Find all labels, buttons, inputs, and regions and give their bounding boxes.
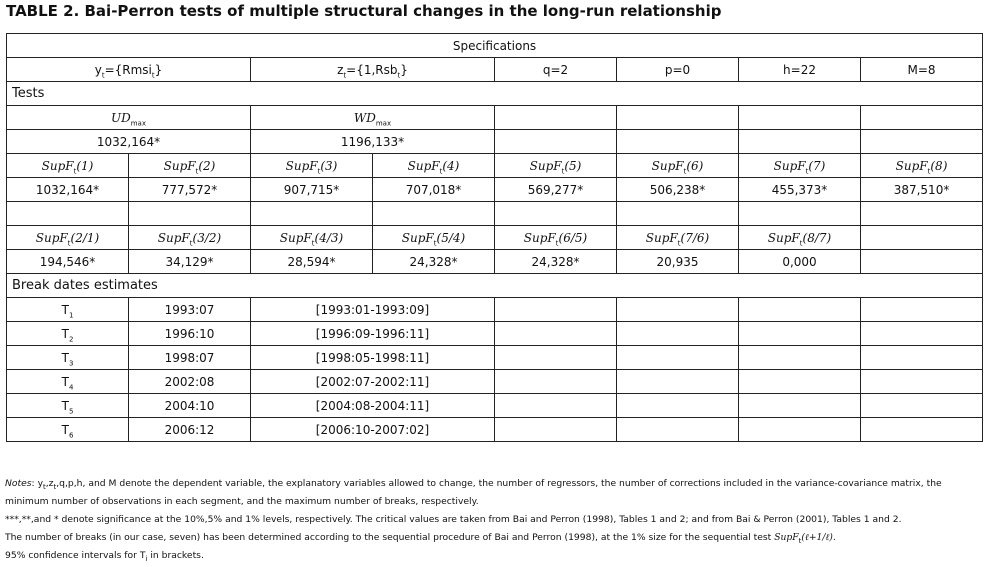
supf-label-6: SupFt(6) <box>616 153 739 178</box>
tests-header-row: Tests <box>5 81 984 106</box>
supf-value-6: 506,238* <box>616 177 739 202</box>
wd-max-label: WDmax <box>250 105 495 130</box>
seq-value-1: 194,546* <box>6 249 129 274</box>
seq-value-4: 24,328* <box>372 249 495 274</box>
udwd-value-row: 1032,164* 1196,133* <box>6 129 984 154</box>
break-label: T3 <box>6 345 129 370</box>
break-date: 2002:08 <box>128 369 251 394</box>
seq-label-row: SupFt(2/1) SupFt(3/2) SupFt(4/3) SupFt(5… <box>6 225 984 250</box>
supf-value-5: 569,277* <box>494 177 617 202</box>
break-ci: [1998:05-1998:11] <box>250 345 495 370</box>
break-row: T5 2004:10 [2004:08-2004:11] <box>6 393 984 418</box>
break-ci: [1993:01-1993:09] <box>250 297 495 322</box>
ud-max-label: UDmax <box>6 105 251 130</box>
supf-label-5: SupFt(5) <box>494 153 617 178</box>
break-date: 1998:07 <box>128 345 251 370</box>
udwd-label-row: UDmax WDmax <box>6 105 984 130</box>
supf-value-row: 1032,164* 777,572* 907,715* 707,018* 569… <box>6 177 984 202</box>
tests-header: Tests <box>5 81 984 106</box>
table-notes: Notes: yt,zt,q,p,h, and M denote the dep… <box>5 475 981 565</box>
supf-label-7: SupFt(7) <box>738 153 861 178</box>
supf-value-4: 707,018* <box>372 177 495 202</box>
supf-label-2: SupFt(2) <box>128 153 251 178</box>
supf-label-1: SupFt(1) <box>6 153 129 178</box>
specifications-row: yt={Rmsit} zt={1,Rsbt} q=2 p=0 h=22 M=8 <box>6 57 984 82</box>
break-dates-header-row: Break dates estimates <box>5 273 984 298</box>
supf-value-1: 1032,164* <box>6 177 129 202</box>
seq-label-4: SupFt(5/4) <box>372 225 495 250</box>
break-row: T4 2002:08 [2002:07-2002:11] <box>6 369 984 394</box>
spec-p: p=0 <box>616 57 739 82</box>
break-date: 2006:12 <box>128 417 251 442</box>
seq-label-3: SupFt(4/3) <box>250 225 373 250</box>
blank-row <box>6 201 984 226</box>
ud-max-value: 1032,164* <box>6 129 251 154</box>
break-label: T4 <box>6 369 129 394</box>
seq-value-6: 20,935 <box>616 249 739 274</box>
break-date: 1996:10 <box>128 321 251 346</box>
supf-label-row: SupFt(1) SupFt(2) SupFt(3) SupFt(4) SupF… <box>6 153 984 178</box>
seq-label-1: SupFt(2/1) <box>6 225 129 250</box>
supf-value-7: 455,373* <box>738 177 861 202</box>
seq-label-5: SupFt(6/5) <box>494 225 617 250</box>
seq-label-7: SupFt(8/7) <box>738 225 861 250</box>
notes-line-4: The number of breaks (in our case, seven… <box>5 532 836 545</box>
notes-line-5: 95% confidence intervals for Ti in brack… <box>5 550 204 563</box>
break-row: T1 1993:07 [1993:01-1993:09] <box>6 297 984 322</box>
break-row: T3 1998:07 [1998:05-1998:11] <box>6 345 984 370</box>
supf-label-3: SupFt(3) <box>250 153 373 178</box>
break-ci: [1996:09-1996:11] <box>250 321 495 346</box>
supf-value-3: 907,715* <box>250 177 373 202</box>
break-date: 1993:07 <box>128 297 251 322</box>
specifications-header-row: Specifications <box>5 33 984 58</box>
spec-h: h=22 <box>738 57 861 82</box>
break-label: T6 <box>6 417 129 442</box>
seq-label-6: SupFt(7/6) <box>616 225 739 250</box>
bai-perron-table: Specifications yt={Rmsit} zt={1,Rsbt} q=… <box>5 33 984 442</box>
seq-label-2: SupFt(3/2) <box>128 225 251 250</box>
break-ci: [2006:10-2007:02] <box>250 417 495 442</box>
break-date: 2004:10 <box>128 393 251 418</box>
seq-value-3: 28,594* <box>250 249 373 274</box>
break-label: T1 <box>6 297 129 322</box>
notes-line-2: minimum number of observations in each s… <box>5 496 479 507</box>
break-label: T5 <box>6 393 129 418</box>
supf-label-4: SupFt(4) <box>372 153 495 178</box>
seq-value-row: 194,546* 34,129* 28,594* 24,328* 24,328*… <box>6 249 984 274</box>
seq-value-5: 24,328* <box>494 249 617 274</box>
break-row: T2 1996:10 [1996:09-1996:11] <box>6 321 984 346</box>
notes-line-3: ***,**,and * denote significance at the … <box>5 514 902 525</box>
specifications-header: Specifications <box>5 33 984 58</box>
spec-q: q=2 <box>494 57 617 82</box>
spec-z: zt={1,Rsbt} <box>250 57 495 82</box>
seq-value-7: 0,000 <box>738 249 861 274</box>
table-title: TABLE 2. Bai-Perron tests of multiple st… <box>6 2 722 20</box>
break-ci: [2004:08-2004:11] <box>250 393 495 418</box>
supf-value-8: 387,510* <box>859 177 984 202</box>
break-dates-header: Break dates estimates <box>5 273 984 298</box>
notes-line-1: Notes: yt,zt,q,p,h, and M denote the dep… <box>5 478 942 491</box>
break-row: T6 2006:12 [2006:10-2007:02] <box>6 417 984 442</box>
wd-max-value: 1196,133* <box>250 129 495 154</box>
seq-value-2: 34,129* <box>128 249 251 274</box>
break-ci: [2002:07-2002:11] <box>250 369 495 394</box>
supf-label-8: SupFt(8) <box>859 153 984 178</box>
spec-m: M=8 <box>859 57 984 82</box>
break-label: T2 <box>6 321 129 346</box>
supf-value-2: 777,572* <box>128 177 251 202</box>
spec-y: yt={Rmsit} <box>6 57 251 82</box>
